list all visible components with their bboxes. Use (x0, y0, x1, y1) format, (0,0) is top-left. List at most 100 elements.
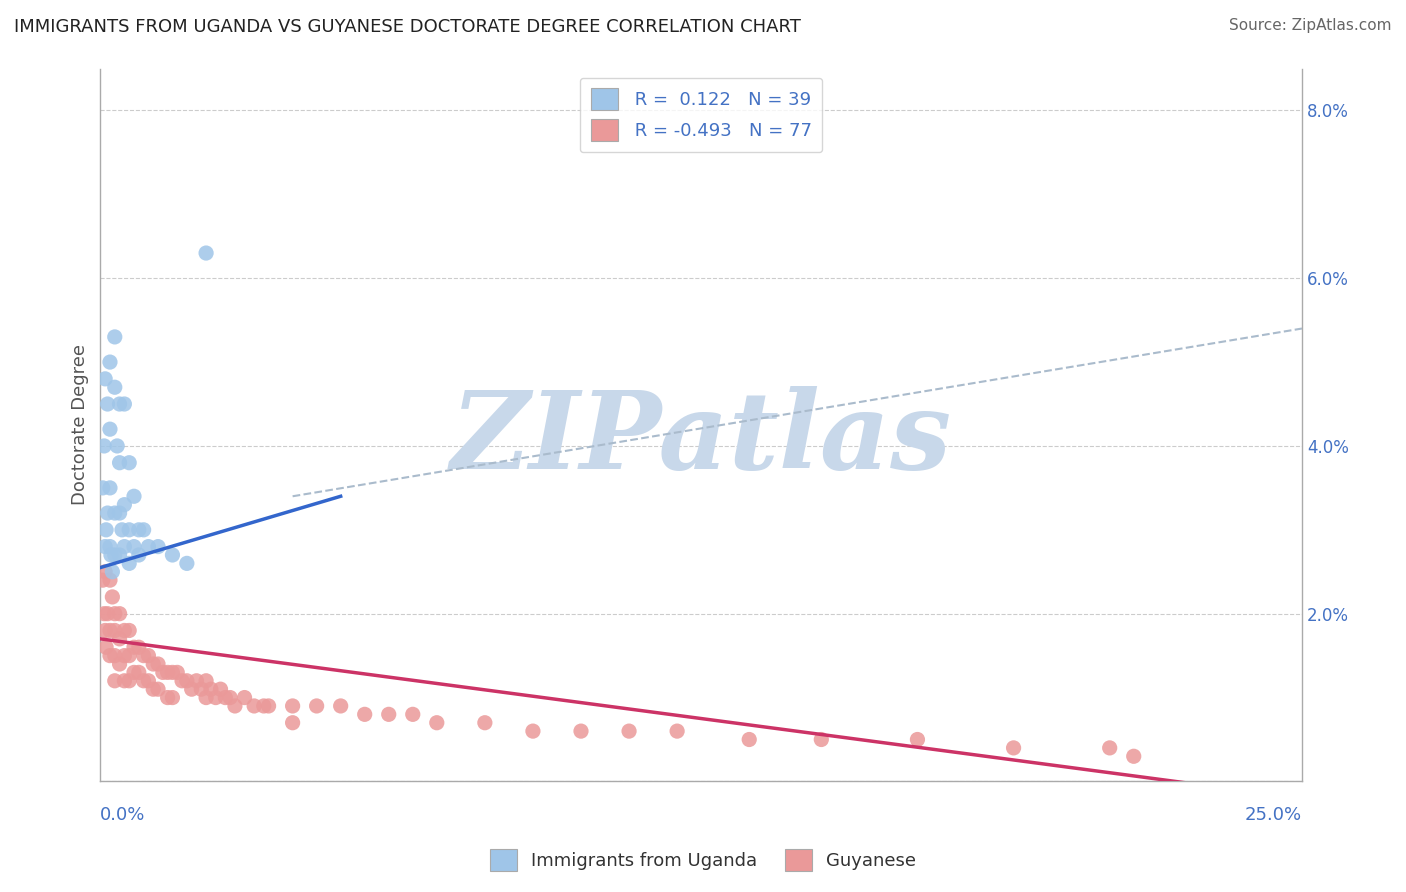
Point (426, 715, 449, 730)
Point (617, 724, 640, 739)
Point (100, 548, 122, 562)
Text: Source: ZipAtlas.com: Source: ZipAtlas.com (1229, 18, 1392, 33)
Point (162, 548, 184, 562)
Point (281, 698, 304, 713)
Point (108, 607, 131, 621)
Point (91, 573, 114, 587)
Point (91, 481, 114, 495)
Point (94, 624, 117, 638)
Point (281, 715, 304, 730)
Point (138, 648, 160, 663)
Point (98, 624, 121, 638)
Point (122, 489, 145, 503)
Point (118, 456, 141, 470)
Point (209, 682, 232, 697)
Point (118, 523, 141, 537)
Point (94, 372, 117, 386)
Point (128, 665, 150, 680)
Point (108, 397, 131, 411)
Point (97, 607, 120, 621)
Legend: Immigrants from Uganda, Guyanese: Immigrants from Uganda, Guyanese (482, 842, 924, 879)
Point (474, 715, 496, 730)
Point (101, 590, 124, 604)
Point (132, 523, 155, 537)
Point (156, 690, 179, 705)
Point (200, 682, 222, 697)
Point (195, 246, 218, 260)
Point (243, 698, 266, 713)
Point (1098, 740, 1121, 755)
Point (111, 523, 134, 537)
Text: 0.0%: 0.0% (100, 806, 146, 824)
Point (104, 380, 127, 394)
Point (104, 607, 127, 621)
Point (98, 540, 121, 554)
Point (353, 707, 375, 722)
Y-axis label: Doctorate Degree: Doctorate Degree (72, 344, 89, 506)
Text: 25.0%: 25.0% (1244, 806, 1302, 824)
Point (180, 682, 202, 697)
Point (142, 657, 165, 671)
Point (253, 698, 276, 713)
Point (118, 557, 141, 571)
Point (156, 665, 179, 680)
Point (166, 665, 188, 680)
Point (186, 673, 208, 688)
Point (93, 439, 115, 453)
Point (738, 732, 761, 747)
Point (569, 724, 592, 739)
Point (108, 456, 131, 470)
Point (138, 540, 160, 554)
Point (666, 724, 689, 739)
Point (233, 690, 256, 705)
Point (112, 540, 135, 554)
Point (810, 732, 832, 747)
Point (98, 355, 121, 369)
Point (122, 540, 145, 554)
Point (97, 397, 120, 411)
Point (224, 698, 246, 713)
Point (104, 648, 127, 663)
Point (112, 397, 135, 411)
Point (305, 698, 328, 713)
Point (257, 698, 280, 713)
Point (98, 422, 121, 436)
Point (112, 673, 135, 688)
Point (104, 624, 127, 638)
Point (93, 607, 115, 621)
Point (402, 707, 425, 722)
Point (214, 690, 236, 705)
Point (190, 682, 212, 697)
Text: ZIPatlas: ZIPatlas (450, 386, 952, 492)
Point (98, 481, 121, 495)
Point (162, 690, 184, 705)
Point (522, 724, 544, 739)
Point (98, 648, 121, 663)
Point (118, 624, 141, 638)
Point (104, 506, 127, 520)
Point (1122, 749, 1144, 764)
Point (195, 690, 218, 705)
Point (104, 330, 127, 344)
Point (204, 690, 226, 705)
Point (104, 548, 127, 562)
Point (195, 673, 218, 688)
Point (176, 557, 198, 571)
Point (94, 640, 117, 655)
Point (132, 648, 155, 663)
Point (97, 506, 120, 520)
Point (142, 682, 165, 697)
Point (146, 682, 169, 697)
Point (219, 690, 242, 705)
Point (146, 657, 169, 671)
Point (128, 548, 150, 562)
Point (176, 673, 198, 688)
Text: IMMIGRANTS FROM UGANDA VS GUYANESE DOCTORATE DEGREE CORRELATION CHART: IMMIGRANTS FROM UGANDA VS GUYANESE DOCTO… (14, 18, 801, 36)
Point (146, 540, 169, 554)
Point (907, 732, 929, 747)
Point (108, 632, 131, 646)
Point (152, 665, 174, 680)
Point (104, 673, 127, 688)
Point (122, 640, 145, 655)
Point (94, 540, 117, 554)
